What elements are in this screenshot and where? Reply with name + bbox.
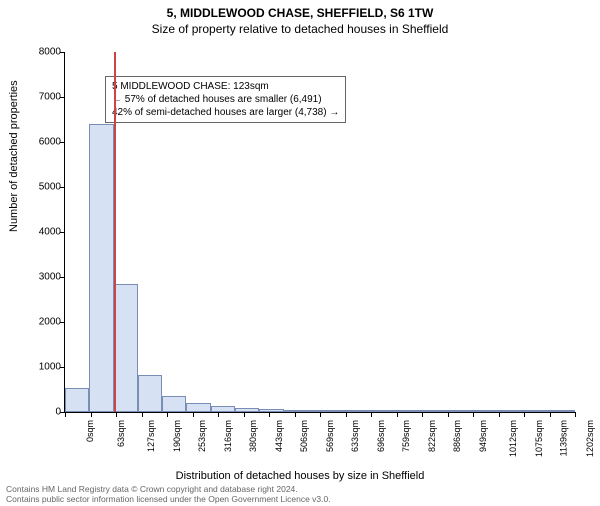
histogram-bar: [356, 410, 380, 412]
annotation-line1: 5 MIDDLEWOOD CHASE: 123sqm: [112, 80, 339, 93]
x-tick-label: 316sqm: [223, 420, 233, 452]
histogram-bar: [235, 408, 259, 412]
y-tick-label: 8000: [31, 47, 61, 58]
histogram-bar: [65, 388, 89, 412]
x-tick-label: 633sqm: [350, 420, 360, 452]
histogram-bar: [211, 406, 235, 412]
footer-line1: Contains HM Land Registry data © Crown c…: [6, 484, 331, 494]
annotation-line2: ← 57% of detached houses are smaller (6,…: [112, 93, 339, 106]
x-tick-label: 569sqm: [325, 420, 335, 452]
y-tick-label: 7000: [31, 92, 61, 103]
footer-line2: Contains public sector information licen…: [6, 494, 331, 504]
x-tick-label: 190sqm: [172, 420, 182, 452]
x-tick-label: 696sqm: [376, 420, 386, 452]
x-tick-label: 63sqm: [116, 420, 126, 447]
y-tick-label: 0: [31, 407, 61, 418]
y-tick-label: 5000: [31, 182, 61, 193]
annotation-box: 5 MIDDLEWOOD CHASE: 123sqm ← 57% of deta…: [105, 76, 346, 123]
histogram-bar: [284, 410, 308, 412]
histogram-bar: [162, 396, 186, 412]
histogram-bar: [454, 410, 478, 412]
property-marker-line: [114, 52, 116, 412]
footer-attribution: Contains HM Land Registry data © Crown c…: [6, 484, 331, 504]
y-tick-label: 3000: [31, 272, 61, 283]
x-tick-label: 0sqm: [85, 420, 95, 442]
y-tick-label: 6000: [31, 137, 61, 148]
x-axis-label: Distribution of detached houses by size …: [0, 470, 600, 482]
histogram-bar: [551, 410, 575, 412]
y-tick-label: 4000: [31, 227, 61, 238]
chart-container: 5, MIDDLEWOOD CHASE, SHEFFIELD, S6 1TW S…: [0, 6, 600, 506]
histogram-bar: [138, 375, 162, 412]
histogram-bar: [89, 124, 113, 412]
x-tick-label: 822sqm: [427, 420, 437, 452]
x-tick-label: 1012sqm: [508, 420, 518, 457]
x-tick-label: 949sqm: [478, 420, 488, 452]
x-tick-label: 886sqm: [452, 420, 462, 452]
x-tick-label: 127sqm: [146, 420, 156, 452]
x-tick-label: 1202sqm: [585, 420, 595, 457]
histogram-bar: [114, 284, 138, 412]
title-line2: Size of property relative to detached ho…: [0, 22, 600, 36]
annotation-line3: 42% of semi-detached houses are larger (…: [112, 106, 339, 119]
histogram-bar: [186, 403, 210, 412]
histogram-bar: [526, 410, 550, 412]
histogram-bar: [381, 410, 405, 412]
histogram-bar: [332, 410, 356, 412]
histogram-bar: [502, 410, 526, 412]
x-tick-label: 253sqm: [197, 420, 207, 452]
x-tick-label: 1139sqm: [558, 420, 568, 456]
histogram-bar: [259, 409, 283, 412]
x-tick-label: 443sqm: [274, 420, 284, 452]
x-tick-label: 380sqm: [248, 420, 258, 452]
x-tick-label: 759sqm: [401, 420, 411, 452]
x-tick-label: 1075sqm: [534, 420, 544, 457]
histogram-bar: [405, 410, 429, 412]
histogram-bar: [429, 410, 453, 412]
y-tick-label: 2000: [31, 317, 61, 328]
x-tick-label: 506sqm: [299, 420, 309, 452]
y-axis-label: Number of detached properties: [8, 80, 20, 232]
title-line1: 5, MIDDLEWOOD CHASE, SHEFFIELD, S6 1TW: [0, 6, 600, 20]
y-tick-label: 1000: [31, 362, 61, 373]
chart-plot-area: 5 MIDDLEWOOD CHASE: 123sqm ← 57% of deta…: [64, 52, 575, 413]
